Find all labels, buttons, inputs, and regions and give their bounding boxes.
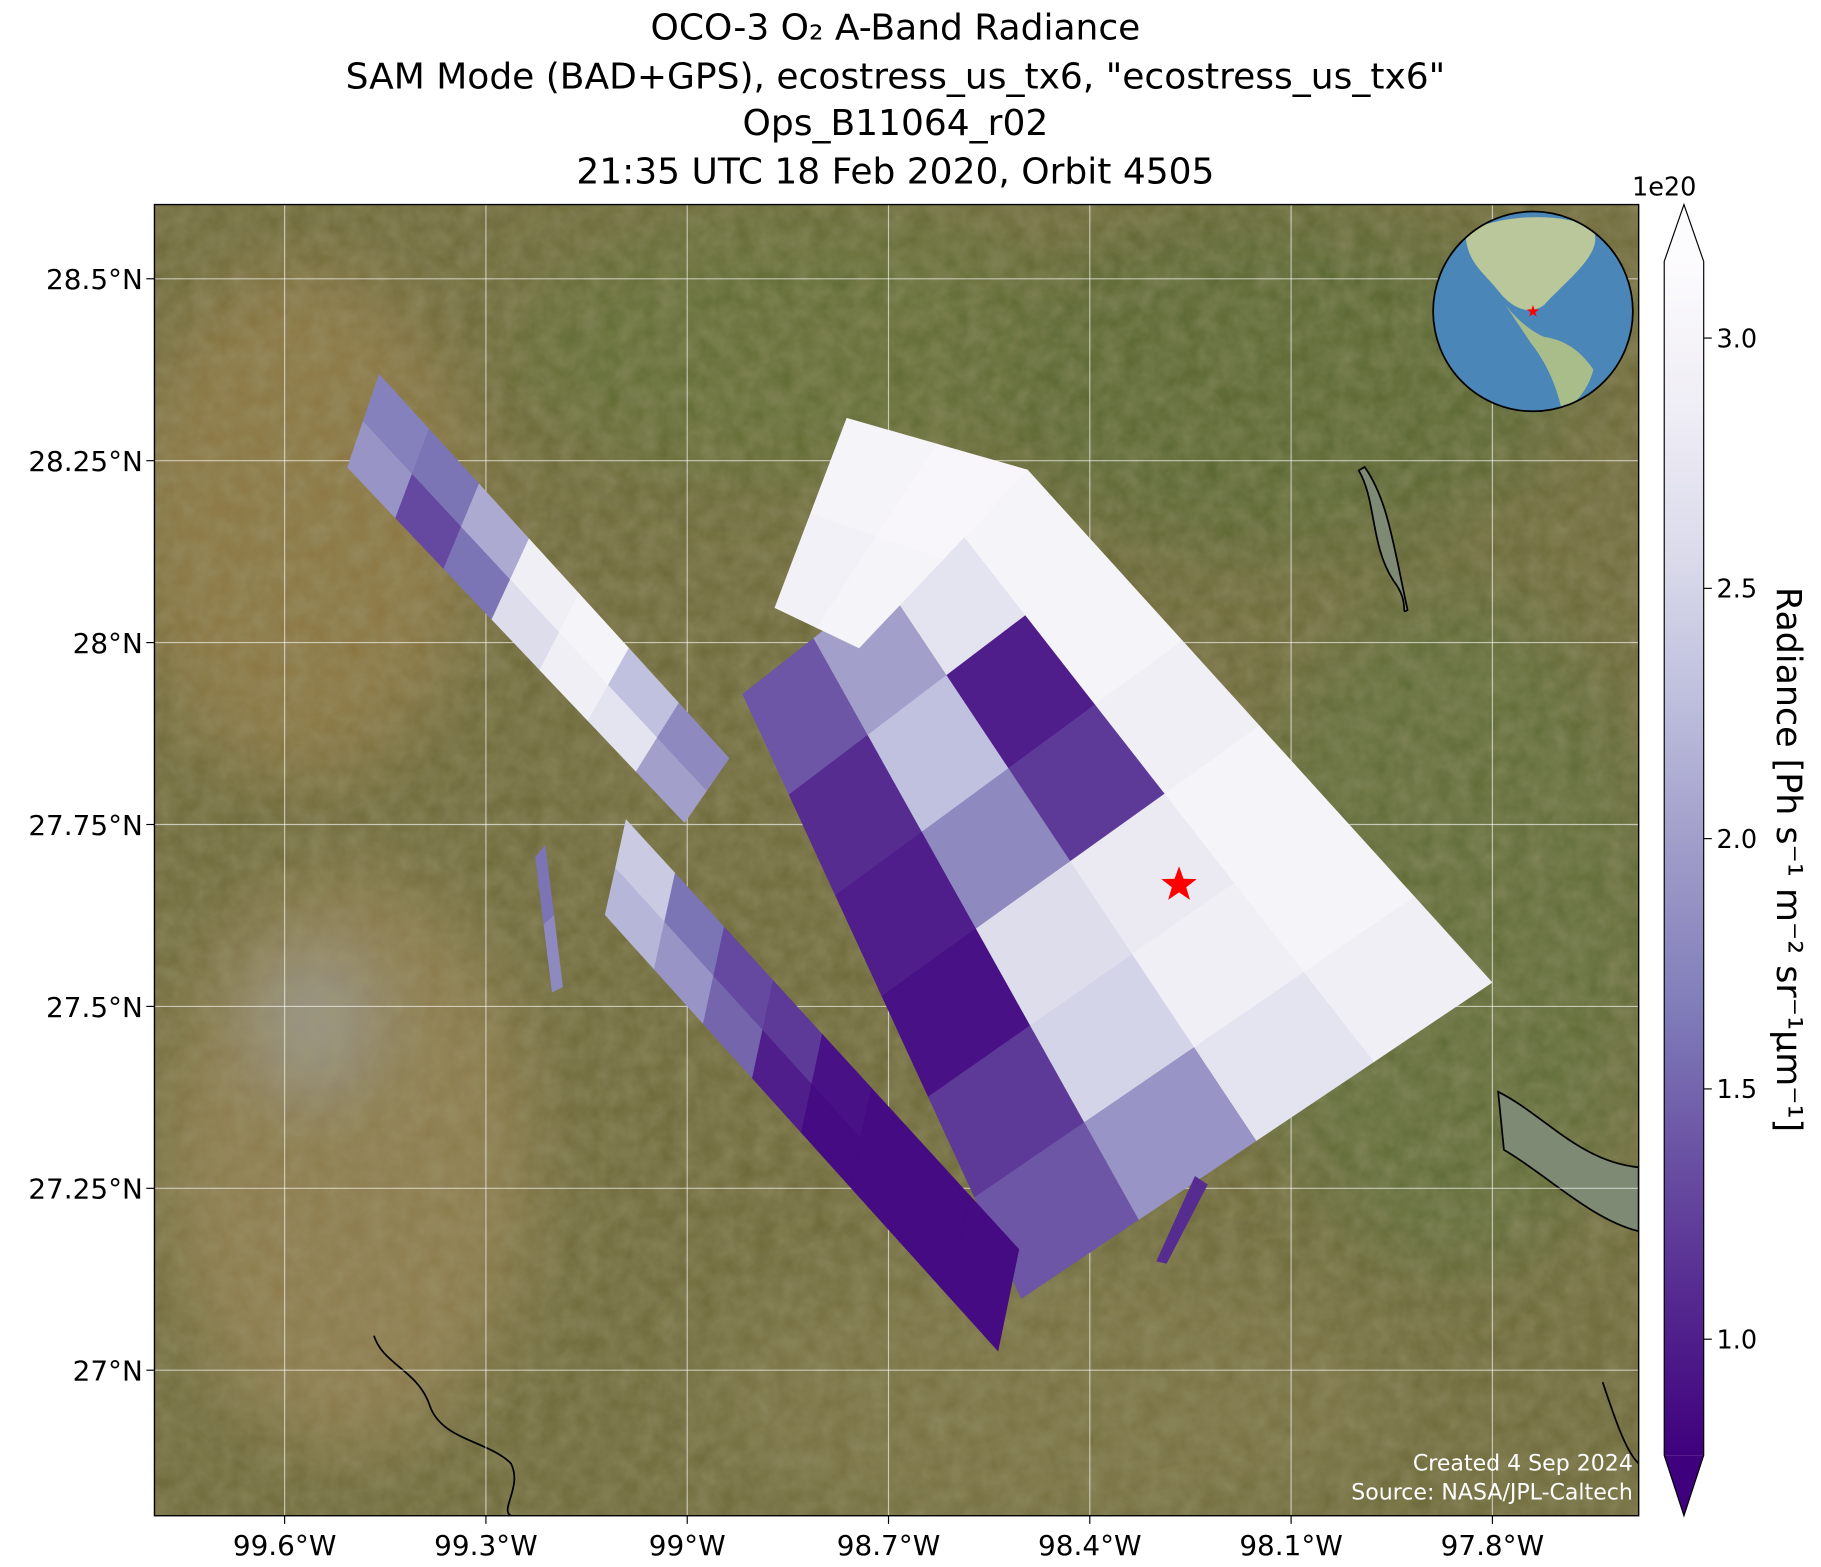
colorbar-outline <box>1663 202 1705 1518</box>
y-tick-label: 27.5°N <box>46 991 143 1024</box>
y-tick-label: 27°N <box>73 1355 143 1388</box>
x-tick-label: 99.3°W <box>434 1529 538 1562</box>
colorbar-tick-label: 2.0 <box>1716 825 1757 855</box>
x-tick-label: 99.6°W <box>233 1529 337 1562</box>
credit: Created 4 Sep 2024 <box>1413 1451 1633 1476</box>
y-tick-label: 28.25°N <box>28 445 143 478</box>
title-line: 21:35 UTC 18 Feb 2020, Orbit 4505 <box>576 152 1214 193</box>
title-line: SAM Mode (BAD+GPS), ecostress_us_tx6, "e… <box>346 56 1446 97</box>
x-tick-label: 98.7°W <box>837 1529 941 1562</box>
colorbar-extend-low <box>1664 1455 1704 1516</box>
colorbar-label: Radiance [Ph s⁻¹ m⁻² sr⁻¹μm⁻¹] <box>1768 587 1808 1132</box>
y-tick-label: 28.5°N <box>46 263 143 296</box>
colorbar-tick-label: 3.0 <box>1716 324 1757 354</box>
radiance-cell <box>876 443 1029 560</box>
x-tick-label: 98.1°W <box>1239 1529 1343 1562</box>
x-tick-label: 99°W <box>649 1529 726 1562</box>
colorbar-extend-high <box>1664 204 1704 262</box>
y-tick-label: 27.75°N <box>28 809 143 842</box>
radiance-cell <box>1303 896 1493 1062</box>
target-marker <box>1161 866 1197 900</box>
colorbar <box>1664 261 1704 1456</box>
y-tick-label: 28°N <box>73 627 143 660</box>
y-tick-label: 27.25°N <box>28 1173 143 1206</box>
title-line: OCO-3 O₂ A-Band Radiance <box>651 8 1141 49</box>
x-tick-label: 97.8°W <box>1441 1529 1545 1562</box>
colorbar-tick-label: 1.0 <box>1716 1325 1757 1355</box>
colorbar-offset: 1e20 <box>1632 172 1696 202</box>
credit: Source: NASA/JPL-Caltech <box>1351 1480 1633 1505</box>
colorbar-tick-label: 2.5 <box>1716 575 1757 605</box>
map-frame <box>153 203 1640 1517</box>
radiance-cell <box>1156 1175 1208 1264</box>
title-line: Ops_B11064_r02 <box>743 103 1049 144</box>
globe-target <box>1526 305 1540 317</box>
radiance-cell <box>657 702 730 792</box>
colorbar-tick-label: 1.5 <box>1716 1075 1757 1105</box>
x-tick-label: 98.4°W <box>1038 1529 1142 1562</box>
radiance-cell <box>958 1194 1020 1301</box>
radiance-cell <box>543 915 563 993</box>
